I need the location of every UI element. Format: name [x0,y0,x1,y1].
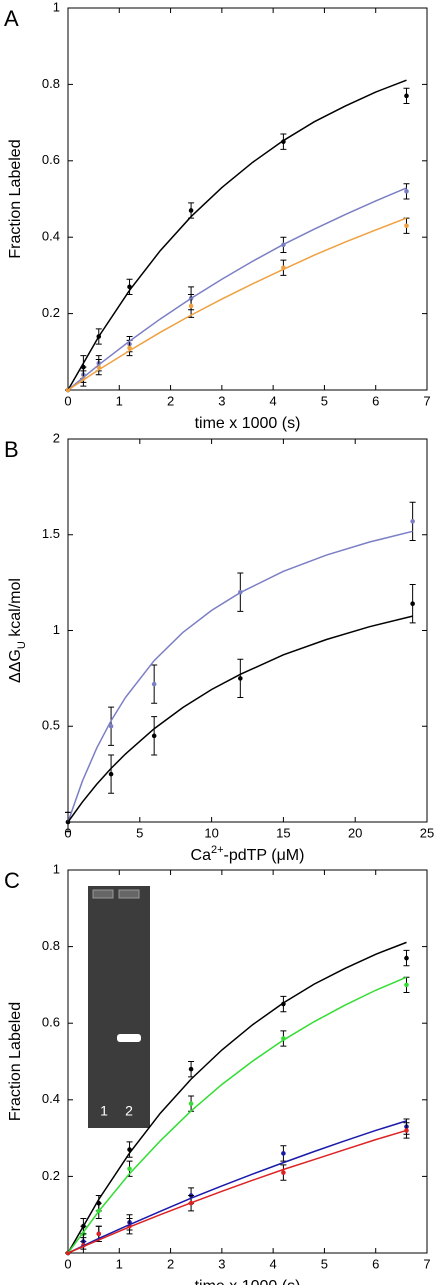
x-tick-label: 25 [420,825,434,840]
x-axis-label-part: Ca [191,847,212,864]
x-tick-label: 6 [372,393,379,408]
x-tick-label: 1 [116,1256,123,1271]
data-point [404,223,409,229]
y-tick-label: 0.4 [42,229,60,244]
data-point [410,601,415,606]
y-axis-label-part: U [16,641,28,649]
x-axis-label-part: 2+ [211,844,224,856]
x-axis-label: Ca2+-pdTP (μM) [191,844,305,864]
y-tick-label: 1 [53,622,60,637]
plot-frame [67,438,428,823]
x-tick-label: 2 [167,393,174,408]
x-tick-label: 5 [136,825,143,840]
fit-line [67,1120,407,1254]
data-point [238,676,243,681]
gel-band [117,1034,141,1042]
x-tick-label: 15 [276,825,290,840]
x-tick-label: 0 [64,1256,71,1271]
y-axis-label-part: ΔΔG [7,649,24,683]
x-axis-label: time x 1000 (s) [195,415,301,432]
data-point [404,955,409,961]
panel-label: B [4,437,19,462]
panel-label: C [4,868,20,893]
gel-well [92,889,114,899]
data-point [281,1170,286,1175]
inset-label: 2 [125,1103,133,1119]
x-tick-label: 5 [321,393,328,408]
y-axis-label: Fraction Labeled [7,1002,24,1121]
x-tick-label: 7 [423,393,430,408]
x-tick-label: 3 [218,393,225,408]
data-point [410,519,415,524]
plot-frame [67,869,428,1254]
y-tick-label: 2 [53,430,60,445]
y-axis-label: Fraction Labeled [7,139,24,258]
fit-line [67,1129,407,1254]
data-point [127,1166,132,1172]
data-point [108,723,114,729]
fit-line [67,976,407,1254]
y-tick-label: 0.6 [42,152,60,167]
y-tick-label: 0.8 [42,938,60,953]
gel-image [88,886,150,1128]
data-point [404,189,409,194]
y-tick-label: 0.6 [42,1015,60,1030]
y-tick-label: 1.5 [42,526,60,541]
y-axis-label-part: kcal/mol [7,578,24,641]
data-point [108,771,114,777]
y-tick-label: 1 [53,861,60,876]
data-point [151,733,157,739]
x-tick-label: 2 [167,1256,174,1271]
x-tick-label: 3 [218,1256,225,1271]
data-point [281,1151,286,1156]
data-point [404,982,409,988]
data-point [188,303,194,309]
x-tick-label: 0 [64,393,71,408]
data-point [188,208,194,213]
x-tick-label: 1 [116,393,123,408]
y-tick-label: 0.2 [42,305,60,320]
x-tick-label: 20 [348,825,362,840]
data-point [188,1101,194,1106]
y-tick-label: 0.2 [42,1168,60,1183]
x-axis-label-part: -pdTP (μM) [224,847,305,864]
y-tick-label: 1 [53,0,60,14]
fit-line [67,217,407,391]
data-point [404,93,409,99]
data-point [151,681,157,687]
data-point [188,1066,194,1072]
x-tick-label: 7 [423,1256,430,1271]
x-tick-label: 4 [270,1256,277,1271]
x-tick-label: 6 [372,1256,379,1271]
x-tick-label: 4 [270,393,277,408]
y-tick-label: 0.5 [42,718,60,733]
plot-frame [67,7,428,391]
fit-line [67,615,413,823]
fit-line [67,187,407,391]
gel-well [118,889,140,899]
fit-line [67,79,407,391]
y-tick-label: 0.8 [42,76,60,91]
fit-line [67,530,413,823]
data-point [96,1231,102,1237]
panel-label: A [4,6,19,31]
y-tick-label: 0.4 [42,1091,60,1106]
inset-label: 1 [100,1103,108,1119]
x-axis-label: time x 1000 (s) [195,1278,301,1285]
x-tick-label: 5 [321,1256,328,1271]
x-tick-label: 10 [204,825,218,840]
fit-line [67,941,407,1254]
gel-inset [88,886,150,1128]
x-tick-label: 0 [64,825,71,840]
y-axis-label: ΔΔGU kcal/mol [7,578,28,683]
